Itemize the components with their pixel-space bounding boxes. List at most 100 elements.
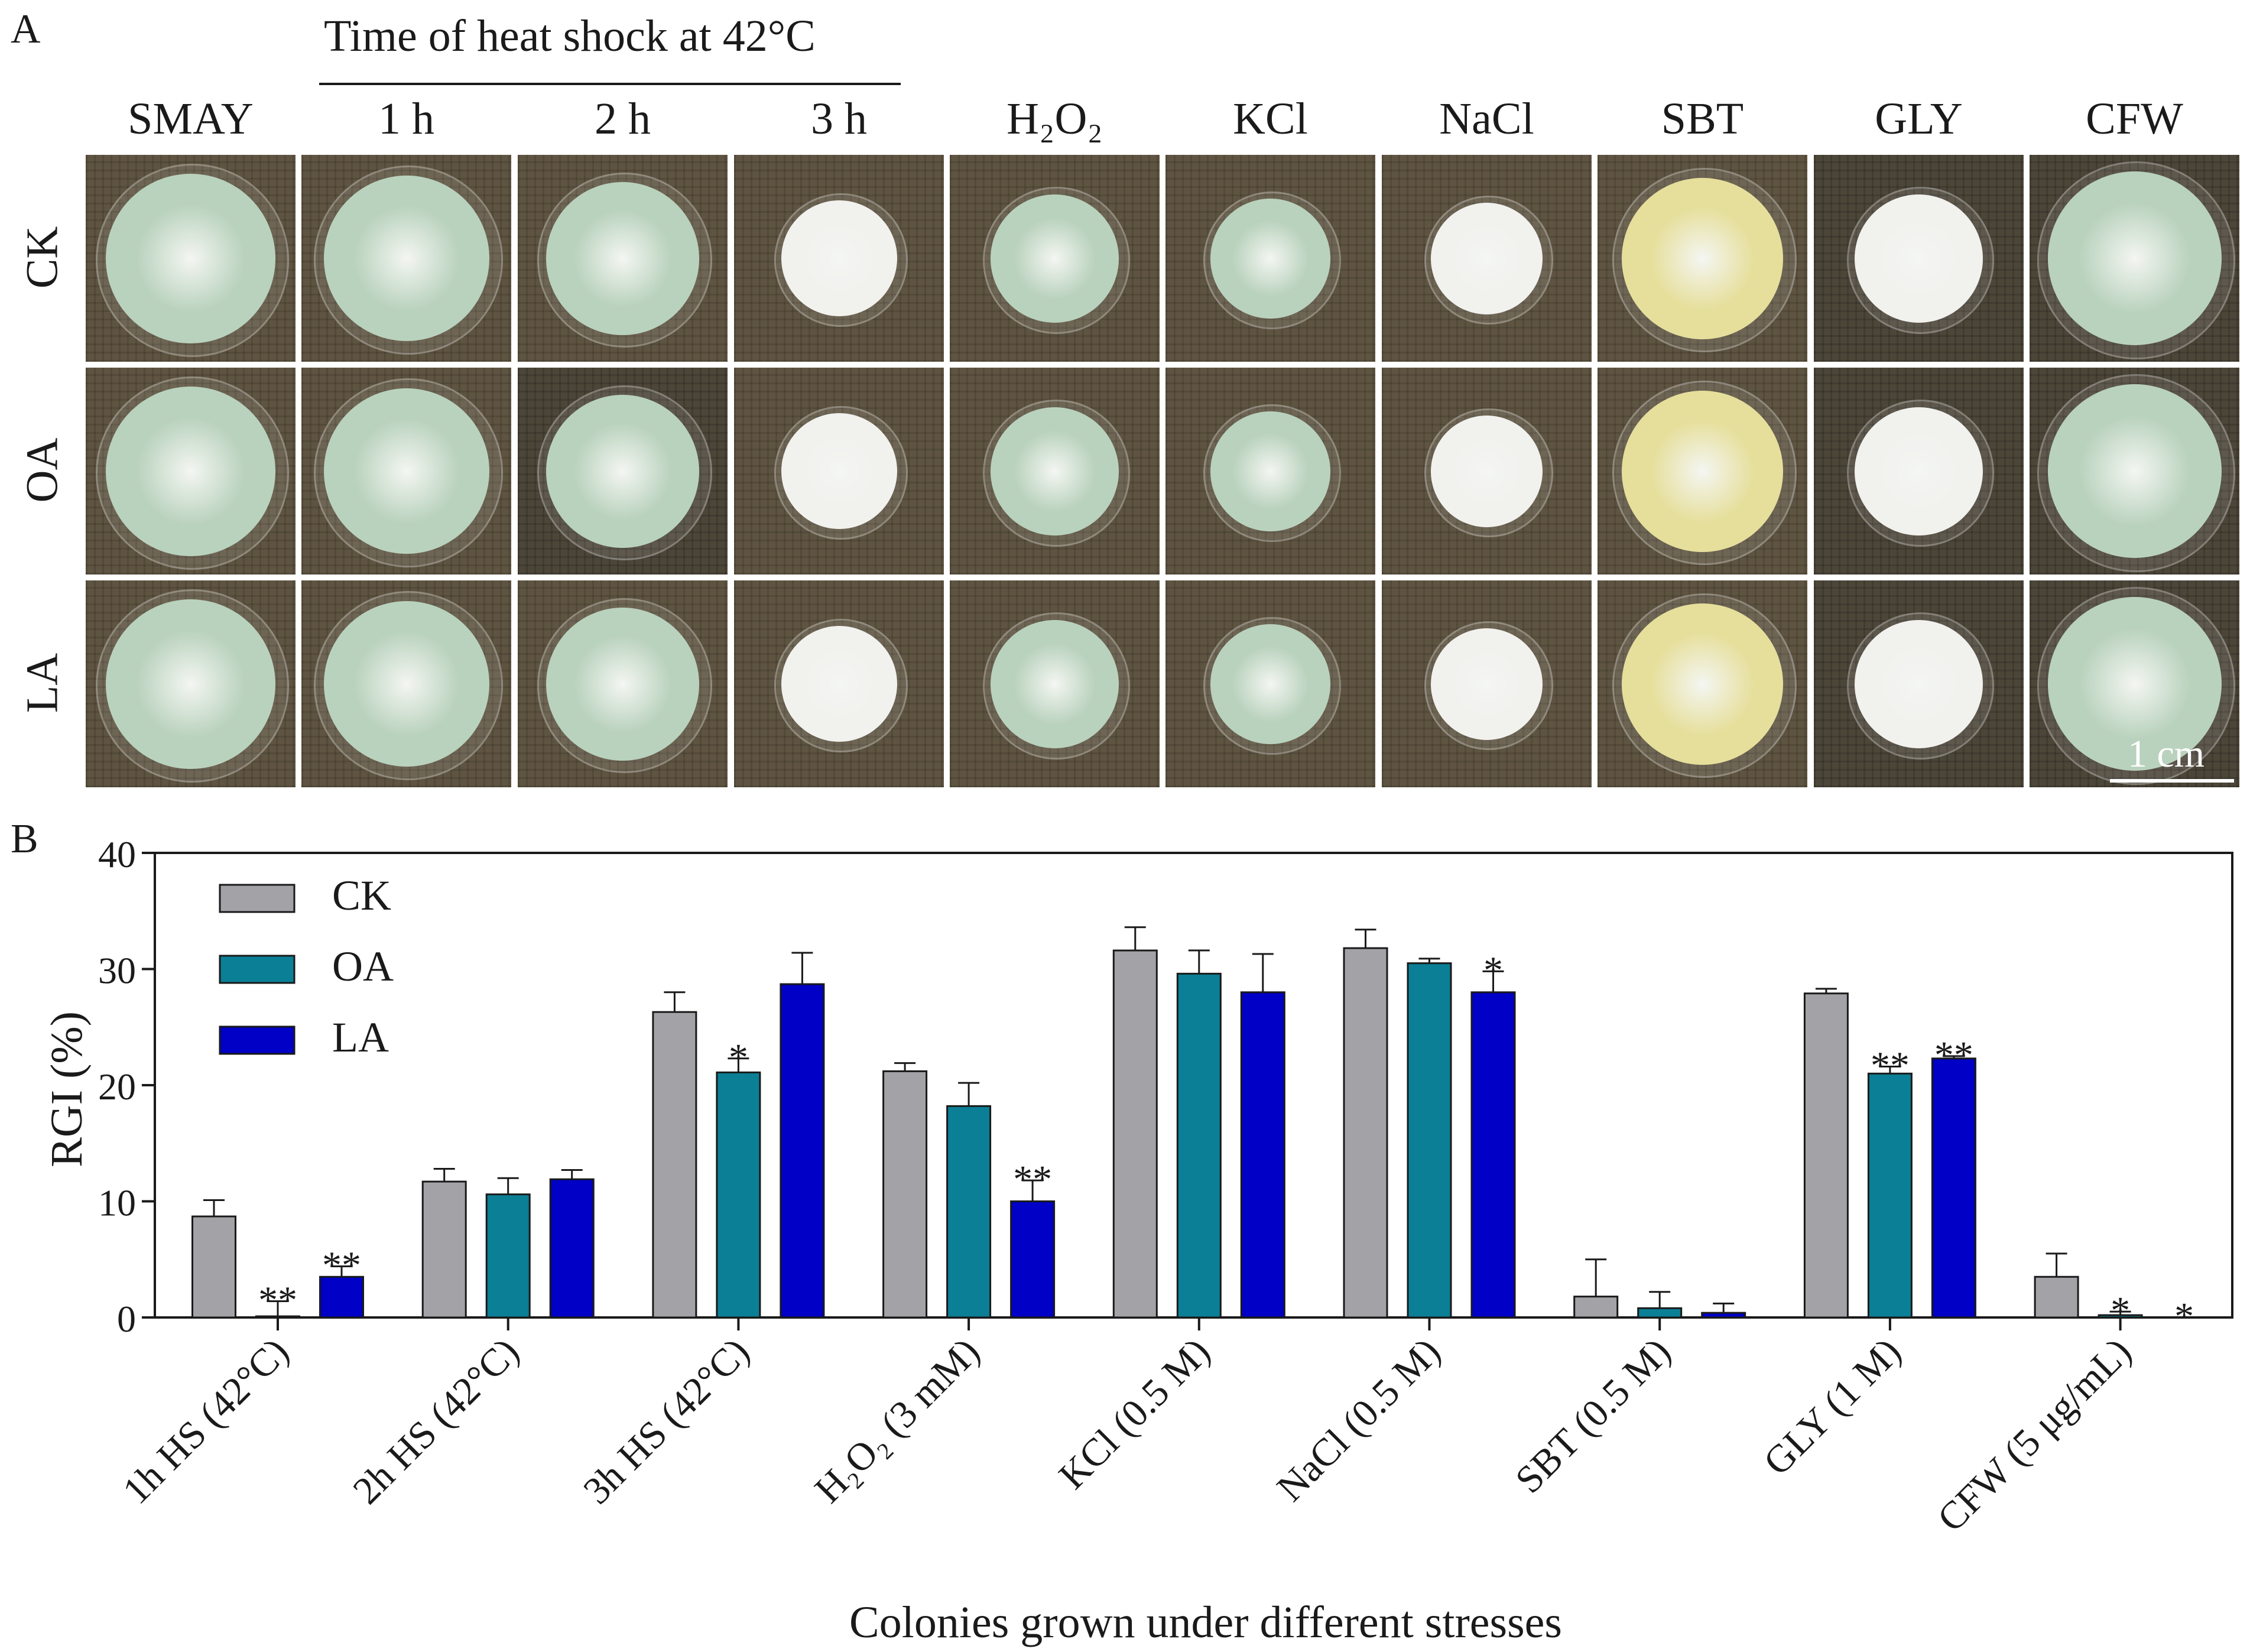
- bar-la-4: [1240, 991, 1285, 1319]
- colony-tile-oa-5: [1165, 368, 1375, 575]
- x-category-label-7: GLY (1 M): [1755, 1330, 1909, 1484]
- bar-ck-3: [882, 1070, 928, 1319]
- bar-oa-4: [1176, 972, 1222, 1319]
- row-label-oa: OA: [17, 437, 67, 503]
- bar-ck-5: [1343, 947, 1388, 1319]
- colony-tile-la-7: [1598, 580, 1807, 787]
- legend-swatch-ck: [219, 884, 296, 913]
- column-label-6: NaCl: [1439, 94, 1534, 144]
- column-label-8: GLY: [1875, 94, 1963, 144]
- bar-ck-7: [1803, 992, 1849, 1319]
- x-category-label-1: 2h HS (42°C): [345, 1330, 527, 1513]
- bar-oa-7: [1867, 1072, 1913, 1319]
- bar-la-1: [549, 1178, 595, 1319]
- bar-ck-0: [191, 1215, 236, 1319]
- bar-la-2: [780, 983, 825, 1319]
- colony-tile-ck-4: [950, 155, 1160, 362]
- x-category-label-2: 3h HS (42°C): [575, 1330, 758, 1513]
- colony-tile-ck-7: [1598, 155, 1807, 362]
- colony-tile-oa-7: [1598, 368, 1807, 575]
- bar-ck-2: [652, 1011, 697, 1319]
- column-label-0: SMAY: [128, 94, 254, 144]
- bar-oa-5: [1407, 962, 1452, 1319]
- significance-la-3: **: [1013, 1158, 1052, 1201]
- scale-bar: [2110, 779, 2234, 783]
- colony-tile-ck-6: [1382, 155, 1592, 362]
- x-category-label-3: H₂O₂ (3 mM): [807, 1330, 988, 1511]
- colony-tile-la-2: [518, 580, 728, 787]
- column-label-5: KCl: [1233, 94, 1308, 144]
- colony-tile-ck-2: [518, 155, 728, 362]
- colony-tile-la-0: [86, 580, 296, 787]
- bar-oa-1: [485, 1193, 531, 1319]
- legend-swatch-la: [219, 1025, 296, 1055]
- colony-tile-la-9: [2030, 580, 2239, 787]
- x-category-label-6: SBT (0.5 M): [1507, 1330, 1679, 1502]
- legend-swatch-oa: [219, 955, 296, 984]
- column-label-7: SBT: [1661, 94, 1744, 144]
- y-axis-title: RGI (%): [42, 1011, 92, 1167]
- y-tick-label-2: 20: [98, 1066, 136, 1108]
- bar-la-5: [1470, 991, 1516, 1319]
- x-category-label-4: KCl (0.5 M): [1051, 1330, 1219, 1498]
- colony-tile-la-6: [1382, 580, 1592, 787]
- colony-tile-ck-5: [1165, 155, 1375, 362]
- y-tick-label-0: 0: [117, 1298, 136, 1340]
- y-tick-label-1: 10: [98, 1182, 136, 1224]
- colony-tile-oa-4: [950, 368, 1160, 575]
- scale-bar-label: 1 cm: [2128, 732, 2205, 775]
- colony-tile-oa-0: [86, 368, 296, 575]
- bar-ck-6: [1573, 1296, 1619, 1319]
- colony-tile-la-4: [950, 580, 1160, 787]
- x-axis-title: Colonies grown under different stresses: [849, 1598, 1562, 1647]
- colony-tile-oa-6: [1382, 368, 1592, 575]
- significance-la-0: **: [322, 1244, 361, 1287]
- x-category-label-8: CFW (5 μg/mL): [1929, 1330, 2139, 1540]
- colony-tile-ck-1: [301, 155, 511, 362]
- panel-a-letter: A: [11, 7, 41, 52]
- x-category-label-5: NaCl (0.5 M): [1269, 1330, 1449, 1510]
- colony-tile-la-8: [1814, 580, 2024, 787]
- colony-tile-oa-3: [734, 368, 944, 575]
- colony-tile-ck-9: [2030, 155, 2239, 362]
- colony-tile-oa-8: [1814, 368, 2024, 575]
- colony-tile-ck-0: [86, 155, 296, 362]
- colony-tile-oa-9: [2030, 368, 2239, 575]
- x-category-label-0: 1h HS (42°C): [115, 1330, 297, 1513]
- bar-ck-8: [2034, 1275, 2079, 1319]
- bar-oa-6: [1637, 1307, 1683, 1319]
- column-label-9: CFW: [2086, 94, 2183, 144]
- colony-tile-la-1: [301, 580, 511, 787]
- row-label-ck: CK: [17, 226, 67, 289]
- legend-label-la: LA: [332, 1014, 389, 1061]
- significance-la-7: **: [1934, 1034, 1973, 1077]
- colony-tile-ck-3: [734, 155, 944, 362]
- significance-la-5: *: [1483, 949, 1503, 992]
- y-tick-label-4: 40: [98, 833, 136, 875]
- bar-la-7: [1931, 1057, 1976, 1319]
- heat-shock-title: Time of heat shock at 42°C: [324, 11, 816, 61]
- colony-tile-oa-2: [518, 368, 728, 575]
- colony-tile-ck-8: [1814, 155, 2024, 362]
- significance-oa-7: **: [1871, 1044, 1910, 1088]
- colony-tile-oa-1: [301, 368, 511, 575]
- colony-tile-la-5: [1165, 580, 1375, 787]
- column-label-4: H₂O₂: [1007, 94, 1103, 144]
- heat-shock-bracket-line: [319, 83, 901, 85]
- significance-oa-2: *: [729, 1036, 748, 1079]
- bar-la-3: [1010, 1200, 1056, 1319]
- bar-ck-1: [421, 1180, 467, 1319]
- y-tick-label-3: 30: [98, 950, 136, 992]
- column-label-1: 1 h: [378, 94, 434, 144]
- row-label-la: LA: [17, 653, 67, 713]
- bar-oa-3: [946, 1105, 992, 1319]
- bar-oa-2: [716, 1071, 761, 1319]
- panel-b-letter: B: [11, 816, 38, 862]
- significance-oa-0: **: [258, 1278, 297, 1322]
- bar-ck-4: [1112, 949, 1158, 1319]
- column-label-2: 2 h: [595, 94, 651, 144]
- column-label-3: 3 h: [811, 94, 867, 144]
- significance-la-8: *: [2174, 1295, 2194, 1338]
- bar-la-6: [1701, 1312, 1746, 1319]
